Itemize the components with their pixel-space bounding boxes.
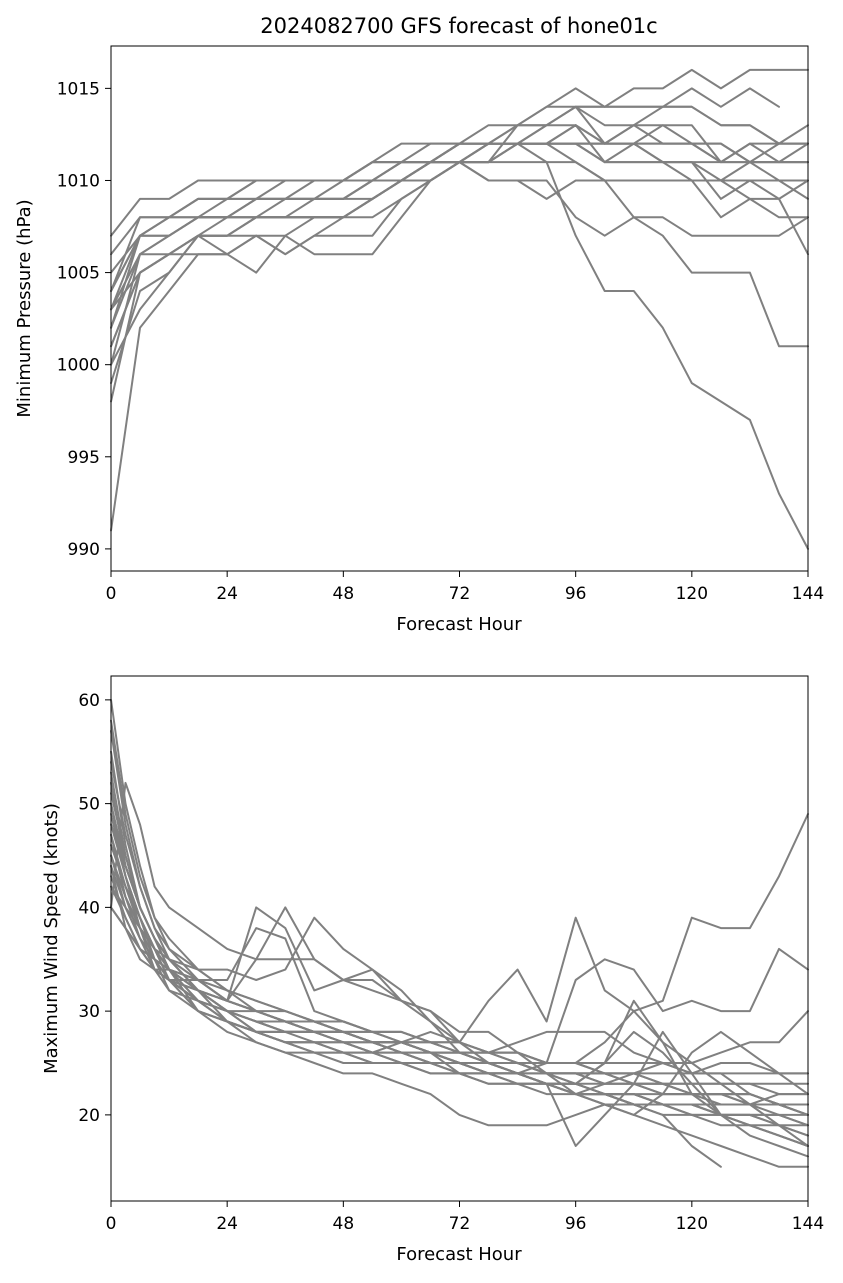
- wind-x-tick-label: 96: [565, 1214, 587, 1234]
- wind-y-tick-label: 40: [78, 898, 100, 918]
- wind-y-tick-label: 30: [78, 1002, 100, 1022]
- wind-x-tick-label: 72: [449, 1214, 471, 1234]
- wind-x-tick-label: 144: [792, 1214, 824, 1234]
- pressure-panel: 0 24 48 72 96 120 144 990 995 1000 1005 1010 1015 F…: [14, 45, 824, 635]
- pressure-x-label: Forecast Hour: [396, 614, 522, 635]
- pressure-x-axis: 0 24 48 72 96 120 144: [106, 571, 824, 604]
- wind-x-tick-label: 24: [216, 1214, 238, 1234]
- pressure-x-tick-label: 48: [333, 584, 355, 604]
- pressure-y-tick-label: 990: [68, 540, 100, 560]
- wind-member-line-23: [110, 813, 809, 1044]
- pressure-y-tick-label: 1015: [57, 79, 100, 99]
- wind-y-tick-label: 50: [78, 795, 100, 815]
- wind-y-label: Maximum Wind Speed (knots): [41, 803, 62, 1074]
- pressure-y-tick-label: 1005: [57, 264, 100, 284]
- wind-x-tick-label: 120: [676, 1214, 708, 1234]
- pressure-plot-area: [110, 68, 809, 550]
- pressure-y-tick-label: 1000: [57, 356, 100, 376]
- pressure-y-axis: 990 995 1000 1005 1010 1015: [57, 79, 111, 560]
- pressure-x-tick-label: 72: [449, 584, 471, 604]
- wind-member-line-25: [110, 854, 809, 1096]
- pressure-y-tick-label: 995: [68, 448, 100, 468]
- wind-panel: 0 24 48 72 96 120 144 20 30 40 50 60 Forecast Hour…: [41, 675, 824, 1265]
- wind-member-line-27: [110, 885, 809, 1147]
- pressure-x-tick-label: 24: [216, 584, 238, 604]
- wind-y-tick-label: 60: [78, 691, 100, 711]
- pressure-x-tick-label: 144: [792, 584, 824, 604]
- pressure-x-tick-label: 120: [676, 584, 708, 604]
- pressure-member-line-18: [110, 142, 809, 292]
- wind-y-tick-label: 20: [78, 1106, 100, 1126]
- figure-title: 2024082700 GFS forecast of hone01c: [260, 14, 657, 38]
- pressure-x-tick-label: 0: [106, 584, 117, 604]
- wind-x-tick-label: 0: [106, 1214, 117, 1234]
- wind-x-axis: 0 24 48 72 96 120 144: [106, 1201, 824, 1234]
- wind-member-line-22: [110, 823, 722, 1168]
- pressure-x-tick-label: 96: [565, 584, 587, 604]
- wind-x-tick-label: 48: [333, 1214, 355, 1234]
- wind-member-line-28: [110, 802, 809, 1106]
- pressure-y-label: Minimum Pressure (hPa): [14, 199, 35, 417]
- wind-plot-area: [110, 698, 809, 1168]
- wind-member-line-10: [110, 844, 809, 1168]
- wind-y-axis: 20 30 40 50 60: [78, 691, 111, 1126]
- wind-member-line-9: [110, 802, 809, 1147]
- wind-x-label: Forecast Hour: [396, 1244, 522, 1265]
- pressure-y-tick-label: 1010: [57, 171, 100, 191]
